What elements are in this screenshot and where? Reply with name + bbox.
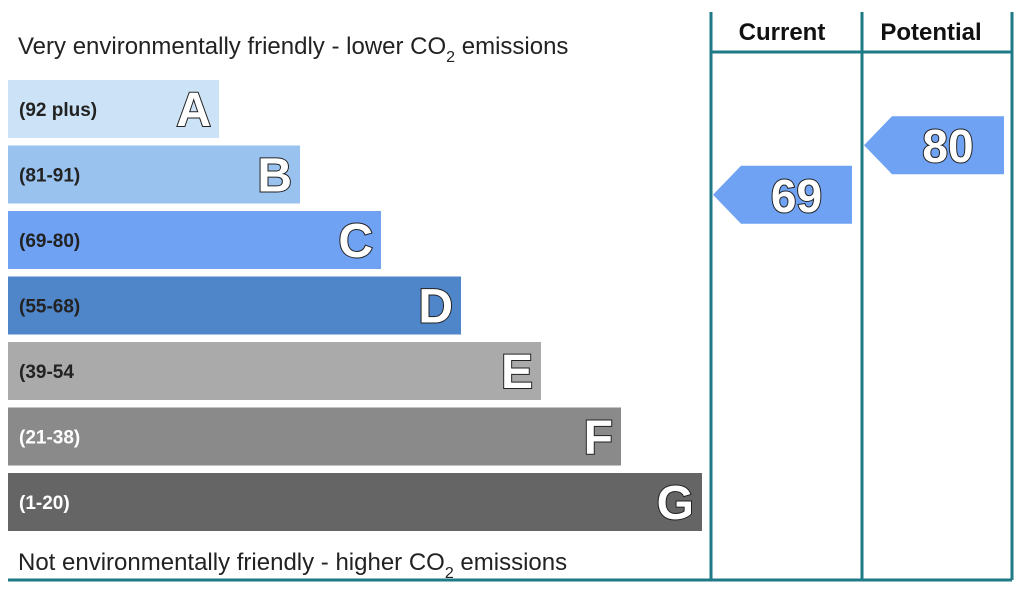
band-e-bar bbox=[8, 342, 541, 400]
potential-rating-value: 80 bbox=[922, 120, 973, 172]
band-f-letter: F bbox=[584, 412, 613, 465]
band-b-range-label: (81-91) bbox=[19, 166, 80, 187]
band-c-letter: C bbox=[338, 215, 373, 268]
column-frame bbox=[8, 12, 1014, 582]
band-d-range-label: (55-68) bbox=[19, 297, 80, 318]
rating-bands: (92 plus) A (81-91) B (69-80) C (55-68) D (39-54… bbox=[8, 80, 702, 531]
band-f-bar bbox=[8, 407, 621, 466]
band-b-letter: B bbox=[257, 150, 292, 203]
band-c-range-label: (69-80) bbox=[19, 231, 80, 252]
band-d-letter: D bbox=[418, 281, 453, 334]
band-c-bar bbox=[8, 211, 381, 269]
band-g-letter: G bbox=[657, 477, 694, 530]
band-a-letter: A bbox=[176, 84, 211, 137]
current-rating-arrow bbox=[713, 165, 852, 224]
band-g-bar bbox=[8, 473, 702, 531]
band-a-range-label: (92 plus) bbox=[19, 100, 97, 121]
bottom-description: Not environmentally friendly - higher CO… bbox=[18, 549, 567, 582]
band-a-bar bbox=[8, 80, 219, 138]
potential-rating-arrow bbox=[864, 116, 1004, 175]
current-rating-value: 69 bbox=[771, 170, 822, 222]
band-e-range-label: (39-54 bbox=[19, 362, 74, 383]
band-b-bar bbox=[8, 145, 300, 204]
band-d-bar bbox=[8, 276, 461, 335]
band-f-range-label: (21-38) bbox=[19, 428, 80, 449]
band-e-letter: E bbox=[501, 346, 533, 399]
top-description: Very environmentally friendly - lower CO… bbox=[18, 33, 568, 66]
band-g-range-label: (1-20) bbox=[19, 493, 70, 514]
current-column-header: Current bbox=[739, 19, 826, 46]
potential-column-header: Potential bbox=[880, 19, 981, 46]
rating-indicators: 69 80 bbox=[713, 116, 1004, 224]
